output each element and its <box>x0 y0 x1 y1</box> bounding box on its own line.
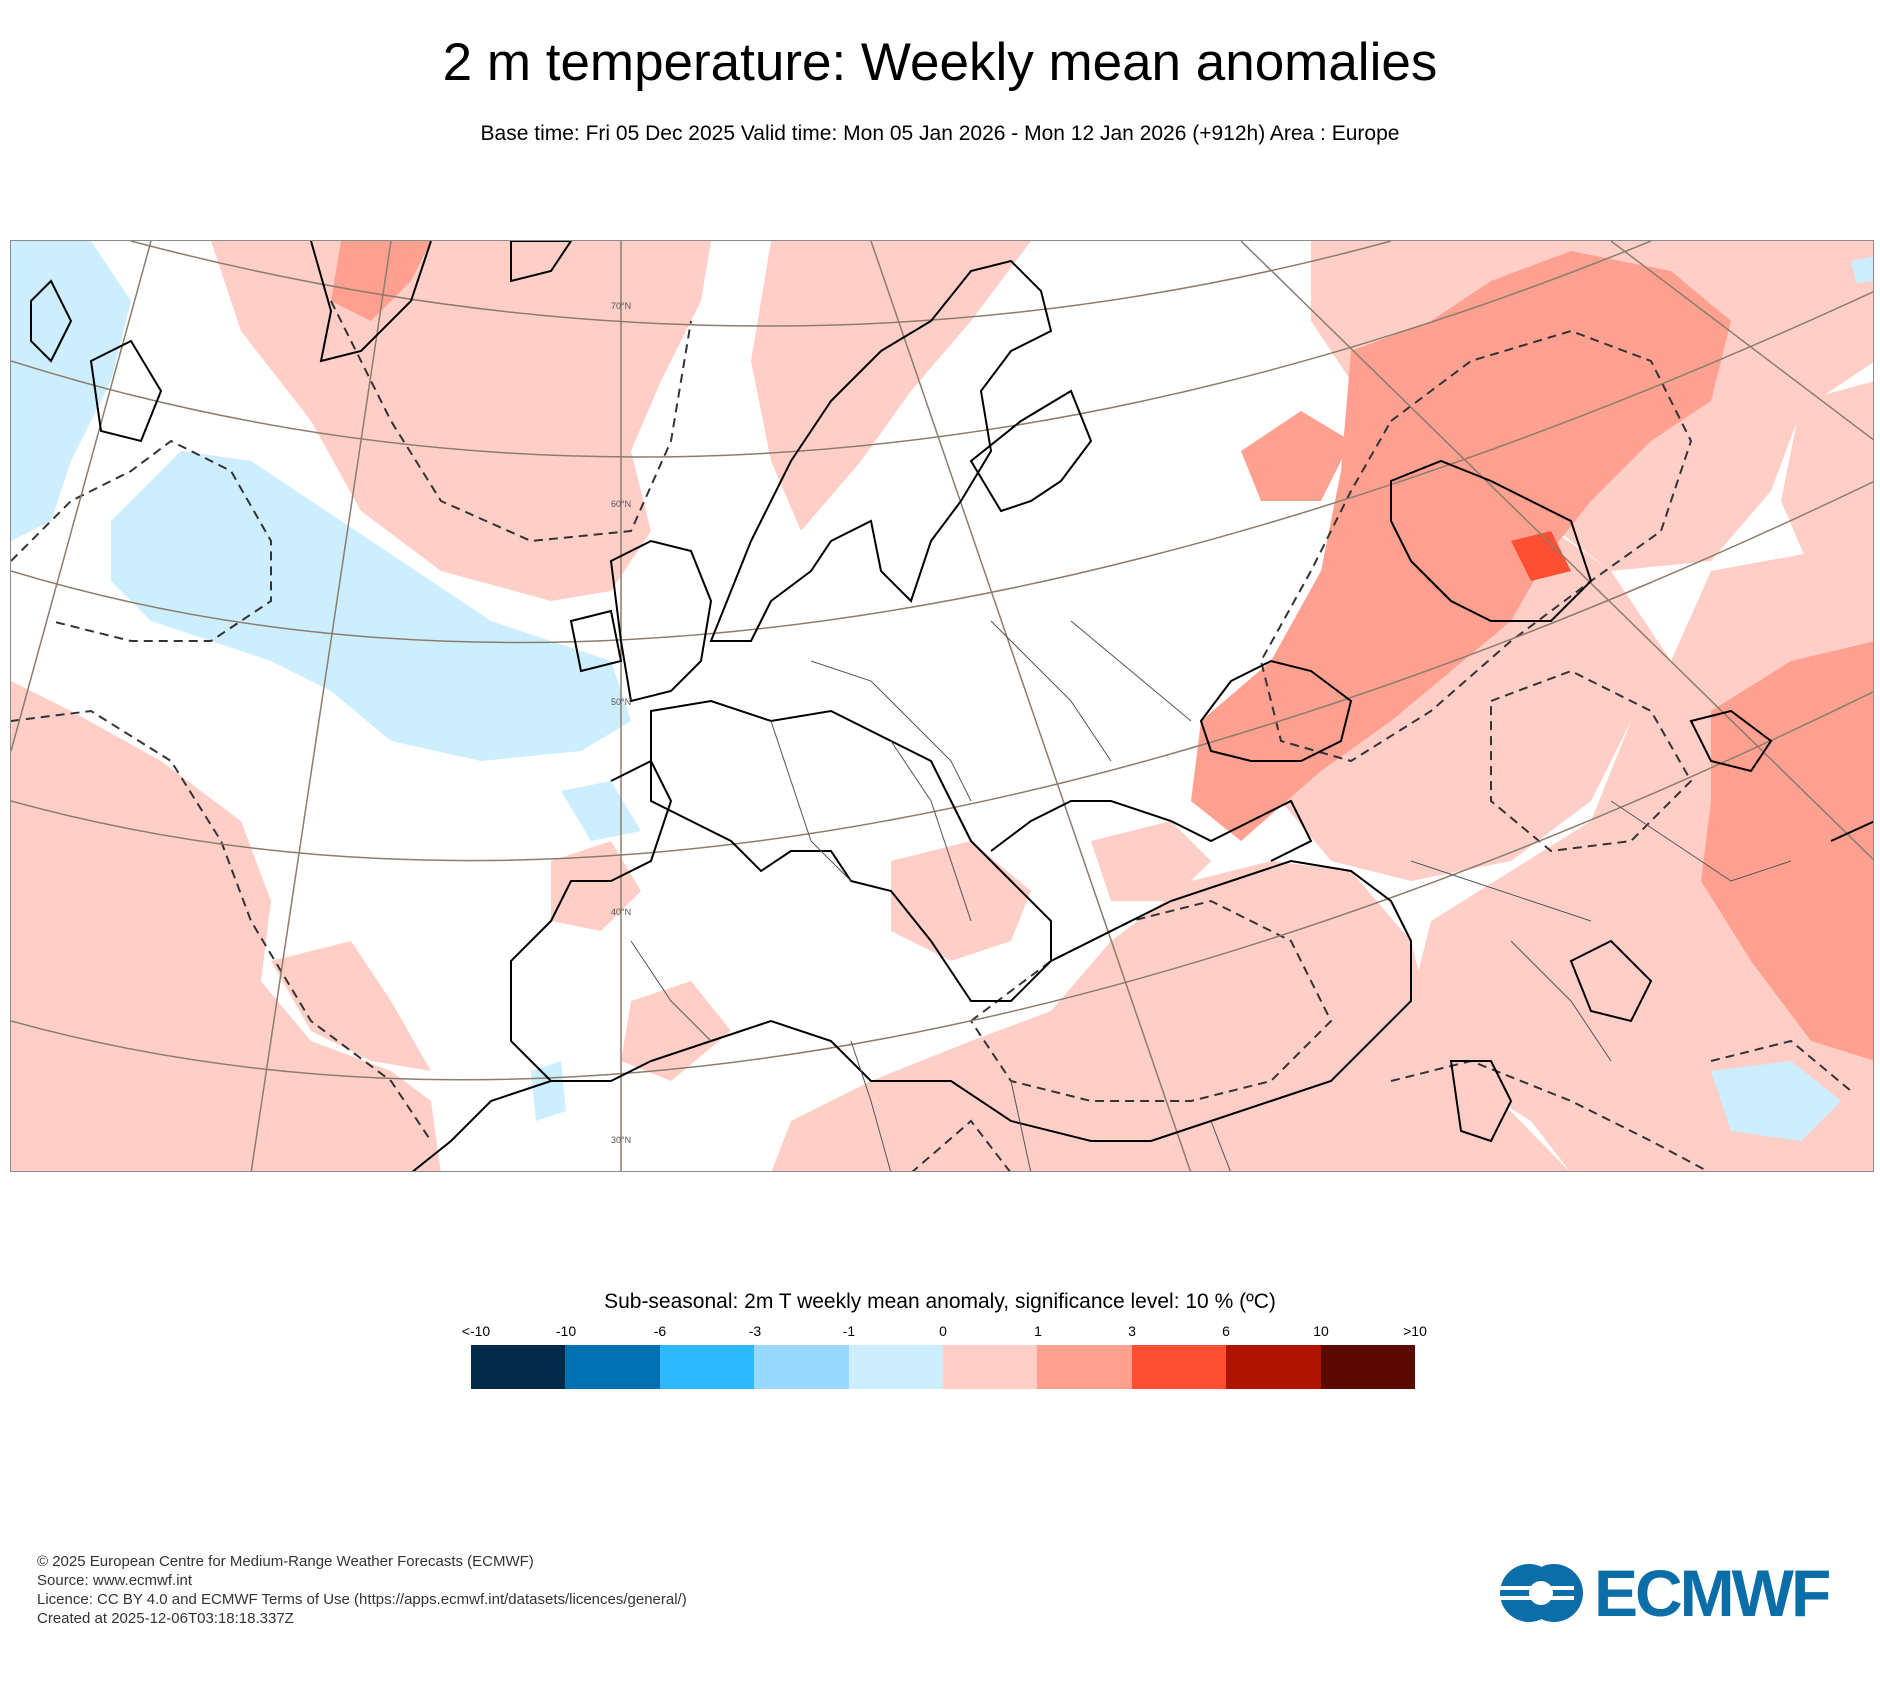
significance-contours <box>11 300 1852 1171</box>
legend-tick: -3 <box>748 1323 762 1339</box>
legend-ticks: <-10 -10 -6 -3 -1 0 1 3 6 10 >10 <box>0 1323 1880 1341</box>
legend-tick: 0 <box>939 1323 947 1339</box>
anomaly-field-medium-red <box>331 241 1873 1061</box>
lat-label-60: 60°N <box>611 499 631 509</box>
legend-swatch-7 <box>1131 1345 1227 1389</box>
ecmwf-logo-text: ECMWF <box>1594 1562 1829 1624</box>
footer-copyright: © 2025 European Centre for Medium-Range … <box>37 1553 534 1570</box>
lat-label-50: 50°N <box>611 697 631 707</box>
legend-swatch-4 <box>848 1345 944 1389</box>
legend-tick: <-10 <box>461 1323 491 1339</box>
legend-title: Sub-seasonal: 2m T weekly mean anomaly, … <box>604 1290 1276 1313</box>
lat-label-40: 40°N <box>611 907 631 917</box>
footer-licence: Licence: CC BY 4.0 and ECMWF Terms of Us… <box>37 1591 687 1608</box>
legend-tick: -6 <box>653 1323 667 1339</box>
legend-swatch-0 <box>471 1345 566 1389</box>
footer-created: Created at 2025-12-06T03:18:18.337Z <box>37 1610 294 1627</box>
coastlines <box>30 241 1873 1171</box>
legend-swatch-8 <box>1226 1345 1321 1389</box>
legend-swatch-1 <box>565 1345 660 1389</box>
anomaly-field-strong-red <box>1511 531 1571 581</box>
legend-swatch-3 <box>754 1345 849 1389</box>
lat-label-30: 30°N <box>611 1135 631 1145</box>
legend-colorbar <box>471 1345 1416 1389</box>
legend-tick: 10 <box>1313 1323 1329 1339</box>
legend-tick: 6 <box>1222 1323 1230 1339</box>
anomaly-field-light-blue <box>11 241 1873 1141</box>
anomaly-map: 70°N 60°N 50°N 40°N 30°N <box>10 240 1874 1172</box>
legend-tick: -10 <box>555 1323 577 1339</box>
latitude-labels: 70°N 60°N 50°N 40°N 30°N <box>611 301 631 1145</box>
legend-swatch-6 <box>1037 1345 1132 1389</box>
legend-tick: 1 <box>1034 1323 1042 1339</box>
country-borders <box>630 620 1792 1171</box>
chart-title: 2 m temperature: Weekly mean anomalies <box>442 33 1438 92</box>
ecmwf-logo: ECMWF <box>1498 1562 1832 1624</box>
map-canvas: 70°N 60°N 50°N 40°N 30°N <box>11 241 1873 1171</box>
legend-swatch-9 <box>1320 1345 1416 1389</box>
ecmwf-logo-mark <box>1498 1564 1583 1622</box>
legend-tick: -1 <box>842 1323 856 1339</box>
legend-swatch-5 <box>943 1345 1038 1389</box>
legend-tick: >10 <box>1403 1323 1427 1339</box>
graticule <box>11 241 1873 1171</box>
lat-label-70: 70°N <box>611 301 631 311</box>
legend-tick: 3 <box>1128 1323 1136 1339</box>
footer: © 2025 European Centre for Medium-Range … <box>37 1552 687 1628</box>
footer-source: Source: www.ecmwf.int <box>37 1572 193 1589</box>
legend-swatch-2 <box>659 1345 755 1389</box>
chart-subtitle: Base time: Fri 05 Dec 2025 Valid time: M… <box>480 122 1400 145</box>
